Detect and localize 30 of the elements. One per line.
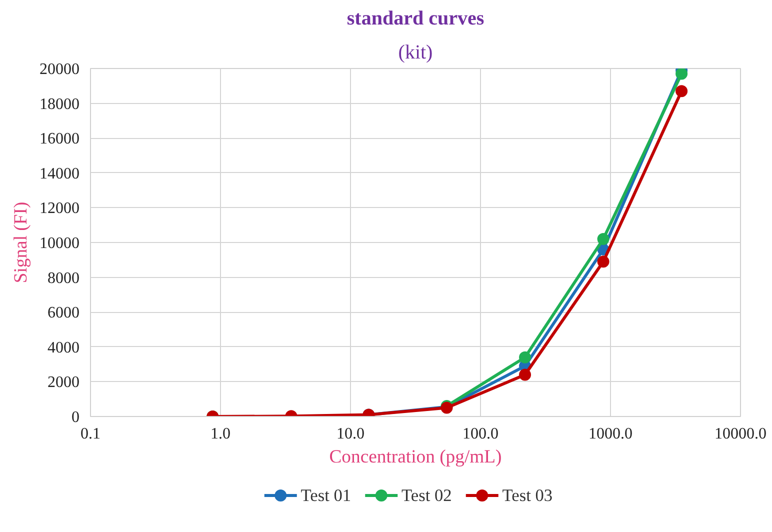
y-tick-label: 20000 [40, 61, 80, 78]
y-tick-label: 14000 [40, 165, 80, 182]
point [519, 351, 532, 364]
y-tick-label: 0 [72, 409, 80, 426]
legend-label: Test 03 [502, 486, 553, 505]
x-tick-label: 10000.0 [714, 426, 766, 442]
x-tick-label: 100.0 [462, 426, 498, 442]
y-tick-label: 10000 [40, 235, 80, 252]
chart-subtitle: (kit) [398, 42, 433, 64]
x-tick-label: 10.0 [336, 426, 364, 442]
y-tick-label: 4000 [48, 339, 80, 356]
x-tick-label: 1000.0 [588, 426, 632, 442]
y-tick-label: 18000 [40, 96, 80, 113]
chart-title: standard curves [346, 8, 484, 30]
y-tick-label: 16000 [40, 130, 80, 148]
x-axis-title: Concentration (pg/mL) [329, 446, 502, 468]
point [676, 68, 688, 80]
x-tick-label: 0.1 [80, 426, 100, 442]
legend-label: Test 01 [300, 486, 352, 505]
point [597, 233, 610, 246]
x-tick-label: 1.0 [210, 426, 230, 442]
point [676, 85, 688, 98]
y-tick-label: 6000 [48, 304, 80, 322]
legend-label: Test 02 [402, 486, 452, 505]
y-tick-label: 8000 [48, 270, 80, 287]
point [597, 256, 610, 268]
y-axis-title: Signal (FI) [10, 202, 32, 284]
y-tick-label: 12000 [40, 200, 80, 218]
y-tick-label: 2000 [48, 374, 80, 392]
point [519, 368, 532, 381]
